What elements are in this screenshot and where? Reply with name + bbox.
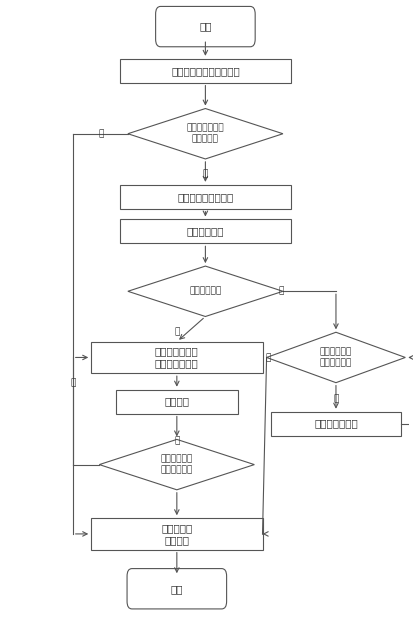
Polygon shape [128, 266, 282, 316]
Text: 是: 是 [174, 437, 179, 446]
Polygon shape [266, 332, 404, 383]
Bar [119, 220, 290, 244]
Text: 结束: 结束 [170, 584, 183, 594]
Text: 是否达到误差
允许范围之内: 是否达到误差 允许范围之内 [160, 454, 192, 475]
Text: 开始: 开始 [199, 22, 211, 32]
Bar [91, 342, 262, 373]
Bar [91, 518, 262, 549]
Text: 再延时一段时间: 再延时一段时间 [313, 418, 357, 429]
Text: 数据平衡千斤顶
并保持一段时间: 数据平衡千斤顶 并保持一段时间 [154, 346, 198, 368]
Text: 否: 否 [70, 378, 75, 387]
Bar [119, 59, 290, 83]
Text: 平衡千斤顶
停止动作: 平衡千斤顶 停止动作 [161, 523, 192, 545]
Text: 误差是否变大: 误差是否变大 [189, 287, 221, 296]
Text: 读取顶梁倾角传感器数值: 读取顶梁倾角传感器数值 [171, 66, 239, 76]
Bar [119, 185, 290, 209]
Polygon shape [99, 439, 254, 490]
Text: 试探伸出平衡千斤顶: 试探伸出平衡千斤顶 [177, 192, 233, 202]
Text: 是: 是 [265, 353, 271, 362]
Text: 是否达到误差允
许范围之内: 是否达到误差允 许范围之内 [186, 123, 224, 144]
Bar [115, 389, 237, 413]
Text: 是: 是 [98, 129, 104, 138]
Text: 否: 否 [332, 394, 338, 403]
FancyBboxPatch shape [127, 568, 226, 609]
Text: 是: 是 [174, 327, 179, 336]
Polygon shape [128, 108, 282, 159]
Text: 是否达到误差
允许范围之内: 是否达到误差 允许范围之内 [319, 348, 351, 368]
Text: 延时一段时间: 延时一段时间 [186, 227, 223, 236]
FancyBboxPatch shape [155, 6, 254, 47]
Bar [270, 411, 400, 436]
Text: 停止数据: 停止数据 [164, 397, 189, 406]
Text: 否: 否 [278, 287, 283, 296]
Text: 否: 否 [202, 169, 208, 178]
